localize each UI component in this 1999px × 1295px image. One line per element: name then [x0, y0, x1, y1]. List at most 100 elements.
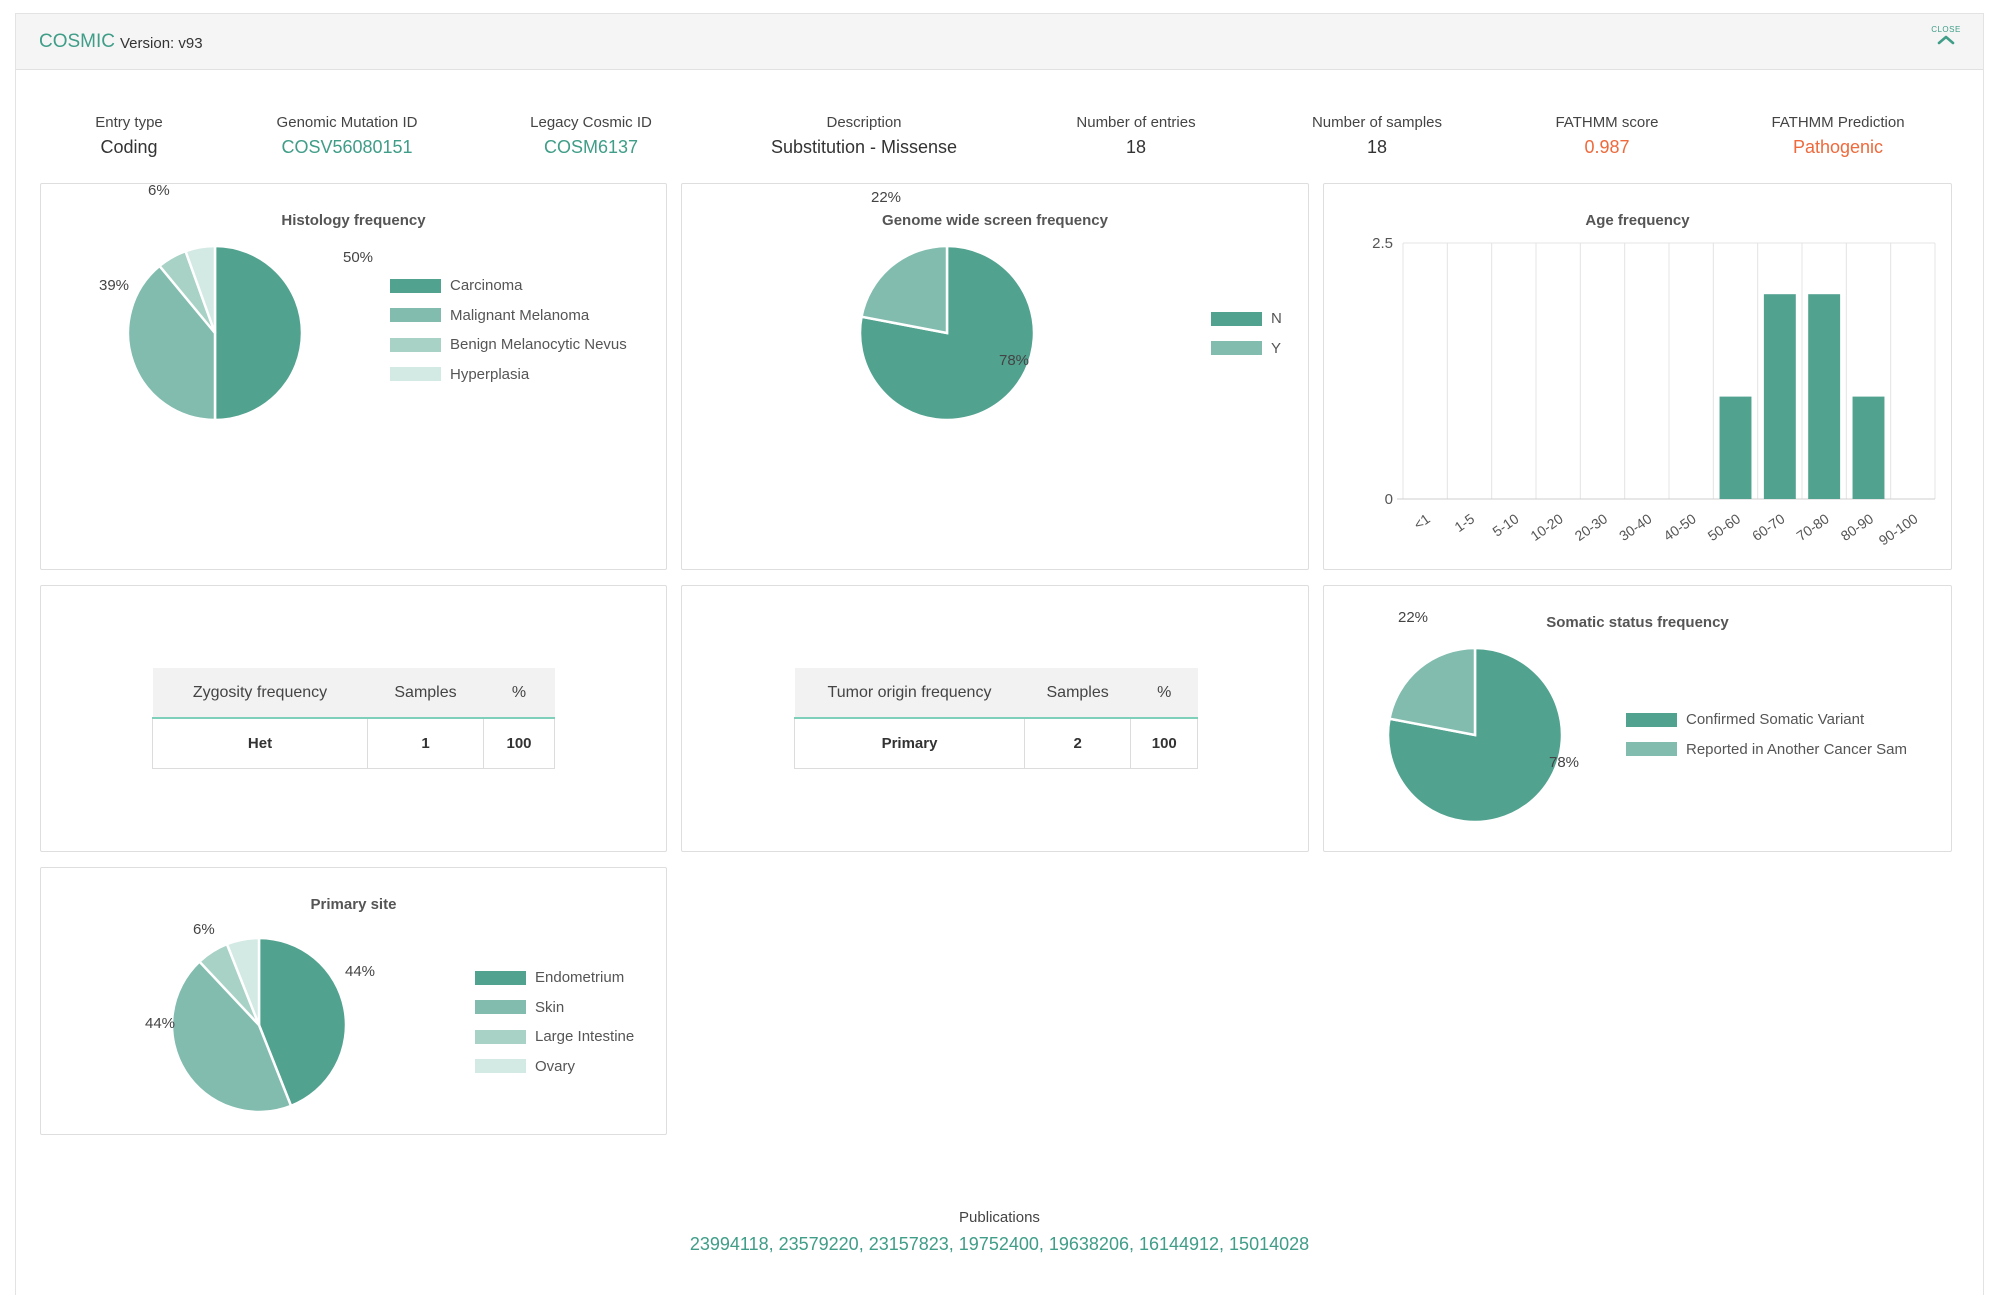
age-bar-chart: 2.5 0 <1 1-5 5-10 10-20 20-30 30-40 40-50 50-60 60…: [1372, 235, 1936, 548]
bar-50-60[interactable]: [1719, 396, 1752, 499]
table-cell: 1: [367, 718, 484, 769]
stat-entry-type: Entry type Coding: [95, 114, 163, 158]
legend-item[interactable]: N: [1211, 304, 1282, 334]
legend-swatch: [475, 1059, 526, 1074]
stat-description: Description Substitution - Missense: [771, 114, 957, 158]
legend-label: Reported in Another Cancer Sam: [1686, 740, 1907, 758]
legend-item[interactable]: Hyperplasia: [390, 360, 627, 390]
stat-label: Number of samples: [1311, 114, 1443, 131]
chevron-up-icon: [1937, 35, 1955, 45]
legend-item[interactable]: Y: [1211, 334, 1282, 364]
primary-site-pie-chart: 44% 44% 6%: [145, 921, 375, 1114]
legend-swatch: [390, 278, 441, 293]
x-tick-label: 5-10: [1489, 510, 1521, 539]
x-tick-label: 60-70: [1749, 510, 1788, 544]
pie-slice-ovary[interactable]: [225, 936, 261, 1026]
bar-80-90[interactable]: [1852, 396, 1885, 499]
table-cell: Primary: [794, 718, 1025, 769]
stat-label: FATHMM Prediction: [1771, 114, 1905, 131]
chart-title: Histology frequency: [281, 212, 426, 229]
legend-item[interactable]: Benign Melanocytic Nevus: [390, 330, 627, 360]
column-header: Samples: [1024, 668, 1131, 719]
pie-data-label: 22%: [871, 189, 901, 206]
version-label: Version: v93: [120, 35, 203, 52]
legend-item[interactable]: Endometrium: [475, 963, 634, 993]
legend-item[interactable]: Malignant Melanoma: [390, 301, 627, 331]
column-header: %: [1130, 668, 1198, 719]
legend-item[interactable]: Skin: [475, 993, 634, 1023]
stat-label: Legacy Cosmic ID: [530, 114, 652, 131]
column-header: Zygosity frequency: [152, 668, 368, 719]
pie-slice-carcinoma[interactable]: [213, 244, 304, 422]
primary-site-card: Primary site 44% 44% 6% Endometrium Skin Lar…: [40, 867, 667, 1135]
pie-slice-n[interactable]: [858, 244, 1036, 422]
legend-item[interactable]: Large Intestine: [475, 1022, 634, 1052]
legend-label: N: [1271, 310, 1282, 328]
legend-swatch: [475, 1029, 526, 1044]
pie-slice-hyperplasia[interactable]: [183, 244, 217, 334]
bar-60-70[interactable]: [1763, 294, 1796, 499]
pie-slice-confirmed-somatic-variant[interactable]: [1386, 646, 1564, 824]
table-cell: 100: [1130, 718, 1199, 769]
stat-label: Number of entries: [1076, 114, 1196, 131]
stat-label: Genomic Mutation ID: [276, 114, 418, 131]
publications-links[interactable]: 23994118, 23579220, 23157823, 19752400, …: [689, 1234, 1310, 1254]
pie-slice-endometrium[interactable]: [257, 936, 348, 1108]
pie-data-label: 78%: [1549, 754, 1579, 771]
panel-header: COSMIC Version: v93 CLOSE: [16, 14, 1983, 70]
genomic-mutation-id-link[interactable]: COSV56080151: [281, 137, 413, 157]
stat-label: Description: [826, 114, 902, 131]
column-header: Tumor origin frequency: [794, 668, 1025, 719]
pie-data-label: 44%: [345, 963, 375, 980]
pie-data-label: 78%: [999, 352, 1029, 369]
stat-fathmm-prediction: FATHMM Prediction Pathogenic: [1771, 114, 1904, 158]
stat-value: Substitution - Missense: [770, 137, 958, 157]
legend-label: Endometrium: [535, 969, 625, 987]
x-tick-label: 10-20: [1527, 510, 1566, 544]
chart-title: Age frequency: [1585, 212, 1690, 229]
table-cell: Het: [152, 718, 368, 769]
y-tick-label: 0: [1385, 491, 1393, 508]
zygosity-table: Zygosity frequency Samples % Het 1 100: [152, 668, 555, 769]
legacy-cosmic-id-link[interactable]: COSM6137: [543, 137, 639, 157]
table-cell: 100: [483, 718, 555, 769]
stat-value: Pathogenic: [1792, 137, 1884, 157]
chart-title: Primary site: [310, 896, 397, 913]
legend-label: Confirmed Somatic Variant: [1686, 711, 1865, 729]
x-tick-label: 1-5: [1451, 510, 1477, 535]
legend-item[interactable]: Ovary: [475, 1052, 634, 1082]
legend-label: Ovary: [535, 1057, 576, 1075]
pie-slice-reported-in-another-cancer-sam[interactable]: [1388, 646, 1477, 737]
legend-item[interactable]: Confirmed Somatic Variant: [1626, 705, 1907, 735]
x-tick-label: 50-60: [1705, 510, 1744, 544]
close-button[interactable]: CLOSE: [1929, 25, 1963, 57]
legend-label: Y: [1271, 339, 1282, 357]
x-tick-label: <1: [1411, 510, 1433, 532]
tumor-origin-card: Tumor origin frequency Samples % Primary…: [681, 585, 1309, 852]
pie-slice-malignant-melanoma[interactable]: [126, 264, 217, 422]
pie-slices: [858, 244, 1036, 422]
stat-label: FATHMM score: [1555, 114, 1659, 131]
legend-item[interactable]: Carcinoma: [390, 271, 627, 301]
pie-slice-skin[interactable]: [170, 959, 293, 1114]
tumor-origin-table: Tumor origin frequency Samples % Primary…: [794, 668, 1199, 769]
legend-label: Hyperplasia: [450, 365, 530, 383]
legend-label: Large Intestine: [535, 1028, 635, 1046]
pie-slices: [126, 244, 304, 422]
pie-slices: [1386, 646, 1564, 824]
legend-item[interactable]: Reported in Another Cancer Sam: [1626, 735, 1907, 765]
legend-swatch: [390, 337, 441, 352]
somatic-pie-chart: 78% 22%: [1386, 609, 1579, 824]
grid-lines: [1397, 242, 1936, 500]
legend-label: Benign Melanocytic Nevus: [450, 336, 627, 354]
x-tick-label: 70-80: [1793, 510, 1832, 544]
stat-value: 0.987: [1584, 137, 1630, 157]
legend-swatch: [390, 367, 441, 382]
stat-number-of-samples: Number of samples 18: [1312, 114, 1442, 158]
chart-legend: Confirmed Somatic Variant Reported in Ano…: [1626, 705, 1907, 764]
bar-70-80[interactable]: [1808, 294, 1841, 499]
chart-legend: Carcinoma Malignant Melanoma Benign Melano…: [390, 271, 627, 389]
stat-value: 18: [1125, 137, 1147, 157]
pie-slice-y[interactable]: [860, 244, 949, 335]
